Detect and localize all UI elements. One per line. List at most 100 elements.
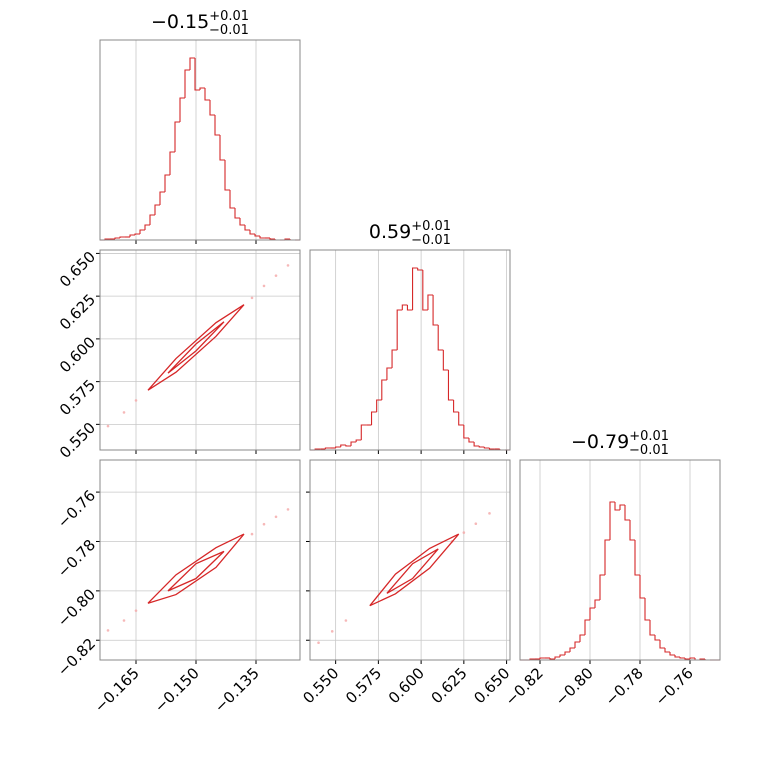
hist-bin [609,501,615,540]
y-tick-label: −0.76 [54,486,99,531]
hist-bin [442,350,449,371]
hist-bin [134,233,140,235]
hist-bin [114,237,120,239]
hist-bin [396,309,403,350]
hist-bin [679,657,685,659]
hist-bin [417,268,423,271]
title-value: −0.79 [571,431,629,453]
hist-bin [488,448,495,450]
hist-bin [229,190,235,209]
hist-bin [224,160,230,191]
panel-frame [519,459,721,661]
sample-point [134,399,138,402]
sample-point [262,522,266,526]
hist-bin [584,619,590,635]
hist-bin [239,218,245,226]
hist-bin [324,447,331,449]
x-tick-label: 0.600 [385,664,428,707]
contour [386,548,439,594]
x-tick-label: 0.625 [428,664,471,707]
panel: −0.82 −0.80 −0.78 −0.76 −0.79+0.01 −0.01 [502,429,721,709]
hist-bin [594,599,600,608]
sample-point [330,630,334,633]
hist-bin [345,445,352,447]
hist-bin [412,267,418,310]
hist-bin [422,270,428,311]
hist-bin [234,208,240,219]
hist-bin [468,438,475,443]
sample-point [262,284,266,288]
sample-point [274,515,278,519]
sample-point [474,522,478,526]
hist-bin [458,412,464,426]
hist-bin [604,539,610,575]
hist-bin [473,442,480,447]
panel: −0.165 −0.150 −0.135 −0.82 −0.80−0.78 −0.76 [54,459,301,716]
hist-bin [184,69,190,98]
y-tick-label: 0.550 [56,419,99,462]
panel-frame [99,39,301,241]
hist-bin [447,370,454,401]
hist-bin [453,400,459,413]
hist-bin [204,88,210,101]
x-tick-label: −0.78 [602,664,647,709]
hist-bin [254,234,260,237]
hist-bin [689,657,695,659]
hist-bin [370,411,377,425]
hist-bin [149,214,155,225]
hist-bin [340,444,346,447]
hist-bin [559,654,565,657]
x-tick-label: −0.165 [91,664,143,716]
title-plus: +0.01 [209,9,249,24]
panel-frame [309,459,511,661]
hist-bin [564,651,570,655]
panel-frame [99,459,301,661]
hist-bin [219,135,225,161]
hist-bin [209,100,215,116]
hist-bin [381,379,387,400]
title-minus: −0.01 [629,443,669,458]
hist-bin [360,424,367,440]
sample-point [106,629,110,632]
hist-bin [119,236,125,238]
hist-bin [139,229,145,234]
hist-bin [483,447,490,449]
hist-bin [654,635,660,641]
hist-bin [244,225,250,231]
sample-point [488,512,491,515]
sample-point [286,508,290,511]
hist-bin [214,115,220,136]
hist-bin [659,640,665,649]
y-tick-label: −0.80 [54,585,99,630]
hist-bin [154,204,160,215]
hist-bin [614,502,620,511]
title-minus: −0.01 [209,23,249,38]
panel: −0.15+0.01 −0.01 [99,9,301,244]
hist-bin [129,234,135,237]
panel-frame [309,249,511,451]
hist-bin [194,58,200,91]
panel: 0.59+0.01 −0.01 [309,219,511,454]
y-tick-label: 0.625 [56,290,99,333]
sample-point [462,531,466,534]
hist-bin [432,295,439,326]
contour [167,550,225,592]
sample-point [122,411,126,414]
sample-point [286,264,290,267]
hist-bin [179,97,185,122]
hist-bin [350,441,357,446]
y-tick-label: 0.650 [56,248,99,291]
hist-bin [189,57,195,70]
title-value: −0.15 [151,11,209,33]
hist-bin [539,657,545,659]
contour [167,321,225,374]
panel-title: 0.59+0.01 −0.01 [369,219,451,248]
hist-bin [376,399,382,412]
hist-bin [174,121,180,152]
hist-bin [335,446,341,448]
hist-bin [669,652,675,656]
hist-bin [249,230,255,235]
hist-bin [569,647,575,652]
